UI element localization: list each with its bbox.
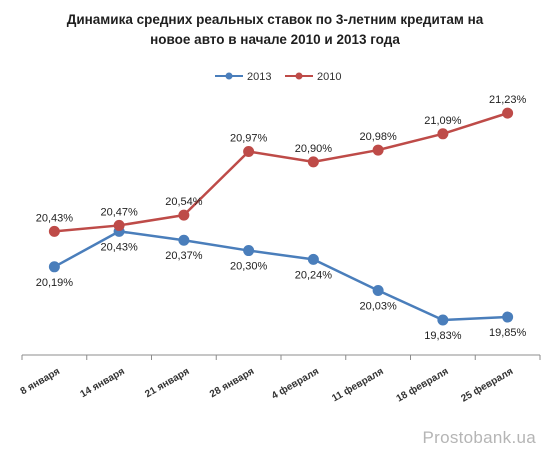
data-label-2010: 21,23% <box>489 94 527 106</box>
chart-title-line-2: новое авто в начале 2010 и 2013 года <box>150 32 400 47</box>
x-tick-label: 4 февраля <box>269 365 321 402</box>
data-label-2010: 20,98% <box>359 131 397 143</box>
data-label-2013: 20,19% <box>36 277 74 289</box>
data-point-2013 <box>372 284 384 296</box>
x-tick-label: 11 февраля <box>330 365 386 404</box>
data-label-2013: 20,43% <box>100 241 138 253</box>
data-point-2010 <box>48 225 60 237</box>
data-label-2013: 19,83% <box>424 330 462 342</box>
legend-label-2010: 2010 <box>317 71 341 83</box>
chart-title: Динамика средних реальных ставок по 3-ле… <box>0 10 550 50</box>
data-label-2010: 20,54% <box>165 196 203 208</box>
x-tick-label: 25 февраля <box>459 365 515 405</box>
legend-marker-2013 <box>225 72 233 80</box>
data-point-2010 <box>113 219 125 231</box>
legend-marker-2010 <box>295 72 303 80</box>
x-tick-label: 28 января <box>208 366 256 400</box>
data-point-2010 <box>178 209 190 221</box>
data-point-2013 <box>502 311 514 323</box>
data-label-2010: 20,90% <box>295 143 333 155</box>
data-label-2013: 20,24% <box>295 269 333 281</box>
x-tick-label: 8 января <box>19 366 62 397</box>
watermark: Prostobank.ua <box>422 428 536 447</box>
legend-label-2013: 2013 <box>247 71 271 83</box>
data-point-2013 <box>243 245 255 257</box>
data-label-2013: 20,30% <box>230 261 268 273</box>
data-point-2013 <box>48 261 60 273</box>
data-label-2010: 21,09% <box>424 115 462 127</box>
series-line-2010 <box>54 111 509 233</box>
data-label-2010: 20,43% <box>36 212 74 224</box>
data-label-2010: 20,97% <box>230 133 268 145</box>
chart-title-line-1: Динамика средних реальных ставок по 3-ле… <box>66 12 484 27</box>
data-label-2013: 20,37% <box>165 250 203 262</box>
data-point-2013 <box>178 234 190 246</box>
series-line-2013 <box>53 230 508 322</box>
data-point-2013 <box>307 253 319 265</box>
data-label-2010: 20,47% <box>100 206 138 218</box>
x-tick-label: 21 января <box>143 366 191 400</box>
data-point-2010 <box>372 144 384 156</box>
data-point-2010 <box>437 128 449 140</box>
x-tick-label: 18 февраля <box>394 365 450 405</box>
data-label-2013: 19,85% <box>489 327 527 339</box>
data-point-2010 <box>243 146 255 158</box>
data-point-2010 <box>307 156 319 168</box>
x-tick-label: 14 января <box>79 366 127 400</box>
data-point-2010 <box>502 107 514 119</box>
data-label-2013: 20,03% <box>359 300 397 312</box>
data-point-2013 <box>437 314 449 326</box>
